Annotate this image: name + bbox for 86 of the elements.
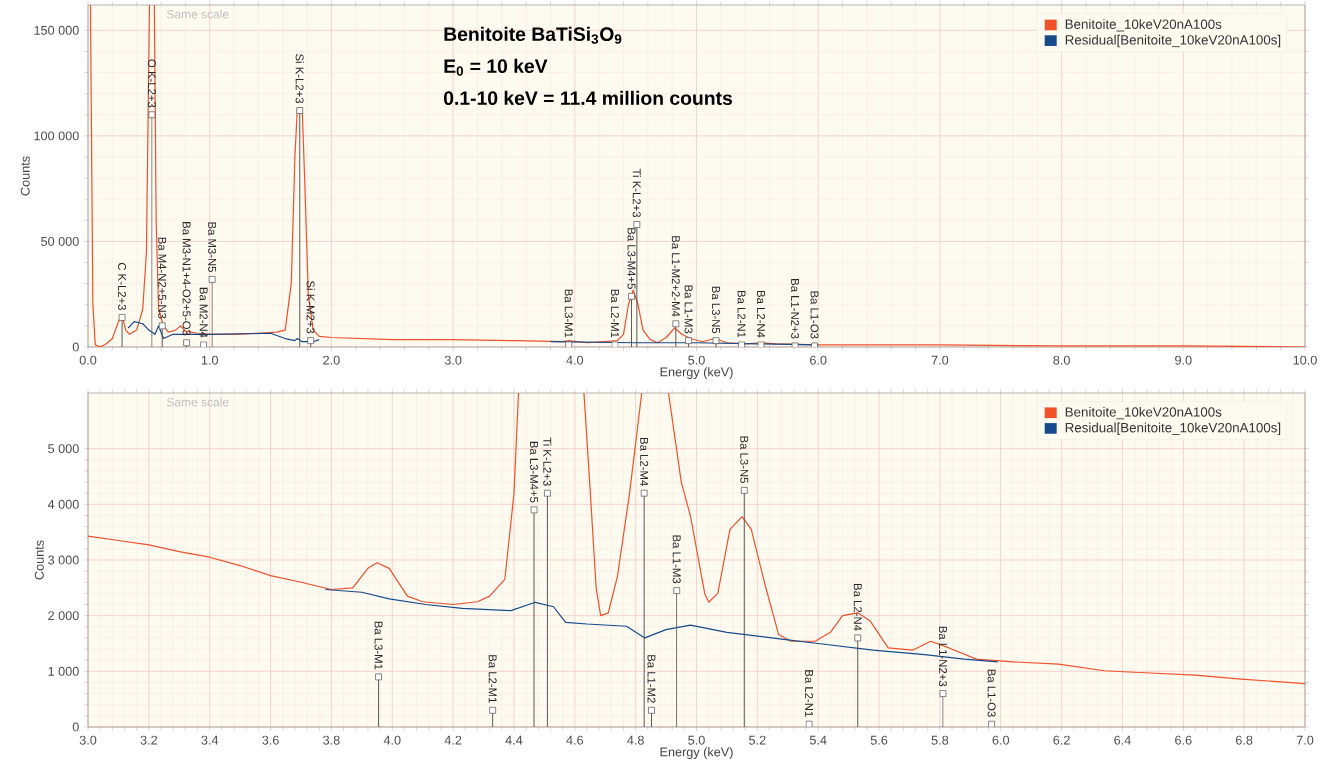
x-tick-label: 4.0 <box>566 355 584 365</box>
annotation: Ba L3-N5 <box>711 286 720 334</box>
x-tick-label: 5.4 <box>809 735 827 745</box>
x-tick-label: 6.4 <box>1114 735 1131 745</box>
annotation: Ba L1-M3 <box>684 285 693 334</box>
x-tick-label: 7.0 <box>931 355 949 365</box>
y-tick-label: 2 000 <box>48 611 79 621</box>
annotation: Si K-L2+3 <box>295 54 304 104</box>
annotation: Ba L1-M3 <box>672 535 681 584</box>
annotation: Ba M3-N5 <box>208 222 217 273</box>
annotation: Ba L1-M2+2-M4 <box>671 236 680 317</box>
annotation: C K-L2+3 <box>118 262 127 310</box>
x-axis-title: Energy (keV) <box>660 367 733 379</box>
annotation: Ba L3-M1 <box>374 621 383 670</box>
x-tick-label: 6.0 <box>992 735 1010 745</box>
x-tick-label: 10.0 <box>1293 355 1317 365</box>
legend-label: Residual[Benitoite_10keV20nA100s] <box>1065 34 1281 48</box>
x-tick-label: 4.4 <box>505 735 523 745</box>
y-tick-label: 5 000 <box>48 444 79 454</box>
legend-label: Residual[Benitoite_10keV20nA100s] <box>1065 422 1281 436</box>
x-tick-label: 3.0 <box>79 735 97 745</box>
x-tick-label: 3.0 <box>444 355 462 365</box>
annotation: Ba L2-N4 <box>853 584 862 631</box>
annotation: Ba M2-N4 <box>199 287 208 338</box>
y-tick-label: 1 000 <box>48 666 79 676</box>
y-tick-label: 100 000 <box>34 131 79 141</box>
x-tick-label: 2.0 <box>323 355 340 365</box>
x-tick-label: 5.2 <box>749 735 766 745</box>
x-tick-label: 5.6 <box>870 735 888 745</box>
y-axis-title: Counts <box>34 540 44 580</box>
annotation: Ba L1-N2+3 <box>938 626 947 687</box>
x-tick-label: 6.2 <box>1053 735 1070 745</box>
annotation: Ba M4-N2+5-N3 <box>158 237 167 319</box>
annotation: Same scale <box>166 397 229 407</box>
x-tick-label: 5.0 <box>688 355 705 365</box>
annotation: O K-L2+3 <box>147 59 156 108</box>
x-tick-label: 4.6 <box>566 735 584 745</box>
annotation: Ba L2-N1 <box>805 670 814 717</box>
text: Benitoite BaTiSi$_{3}$O$_{9}$ <box>444 26 622 44</box>
x-tick-label: 5.0 <box>688 735 705 745</box>
x-tick-label: 6.8 <box>1235 735 1253 745</box>
y-tick-label: 3 000 <box>48 555 79 565</box>
x-tick-label: 8.0 <box>1053 355 1070 365</box>
x-tick-label: 0.0 <box>79 355 97 365</box>
y-axis-title: Counts <box>20 156 30 196</box>
x-tick-label: 1.0 <box>201 355 219 365</box>
x-tick-label: 6.6 <box>1175 735 1192 745</box>
annotation: Ba M3-N1+4-O2+5-O3 <box>182 222 191 336</box>
y-tick-label: 0 <box>72 722 79 732</box>
x-tick-label: 3.8 <box>323 735 340 745</box>
annotation: Ti K-L2+3 <box>543 437 552 486</box>
x-tick-label: 9.0 <box>1175 355 1192 365</box>
annotation: Ba L3-M4+5 <box>530 441 539 503</box>
x-tick-label: 3.2 <box>140 735 158 745</box>
y-tick-label: 4 000 <box>47 499 79 509</box>
annotation: Ba L2-M4 <box>640 438 649 486</box>
x-tick-label: 7.0 <box>1296 735 1314 745</box>
annotation: Ba L1-M2 <box>647 655 656 703</box>
y-tick-label: 150 000 <box>34 25 79 35</box>
annotation: Si K-M2+3 <box>306 281 315 334</box>
annotation: Ba L1-N2+3 <box>791 279 800 339</box>
annotation: Ti K-L2+3 <box>632 168 642 218</box>
legend-label: Benitoite_10keV20nA100s <box>1065 19 1222 32</box>
annotation: Ba L1-O3 <box>987 669 996 717</box>
legend-label: Benitoite_10keV20nA100s <box>1065 406 1222 420</box>
x-tick-label: 5.8 <box>931 735 949 745</box>
x-tick-label: 4.8 <box>627 735 644 745</box>
annotation: Ba L2-M1 <box>488 655 497 703</box>
annotation: Ba L2-N1 <box>737 290 746 338</box>
text: E$_{0}$ = 10 keV <box>444 58 548 76</box>
annotation: Ba L1-O3 <box>810 291 819 339</box>
x-tick-label: 3.4 <box>201 735 219 745</box>
annotation: Ba L3-N5 <box>740 436 749 483</box>
y-tick-label: 0 <box>72 342 79 352</box>
annotation: Ba L2-M1 <box>610 289 619 338</box>
annotation: 0.1-10 keV = 11.4 million counts <box>443 90 732 105</box>
y-tick-label: 50 000 <box>41 236 79 246</box>
annotation: Ba L3-M1 <box>564 289 573 338</box>
x-tick-label: 6.0 <box>810 355 827 365</box>
x-axis-title: Energy (keV) <box>660 747 733 759</box>
annotation: Ba L3-M4+5 <box>627 228 636 289</box>
annotation: Same scale <box>166 9 229 19</box>
annotation: Ba L2-N4 <box>757 290 766 338</box>
x-tick-label: 4.0 <box>383 735 401 745</box>
x-tick-label: 4.2 <box>444 735 462 745</box>
x-tick-label: 3.6 <box>262 735 279 745</box>
